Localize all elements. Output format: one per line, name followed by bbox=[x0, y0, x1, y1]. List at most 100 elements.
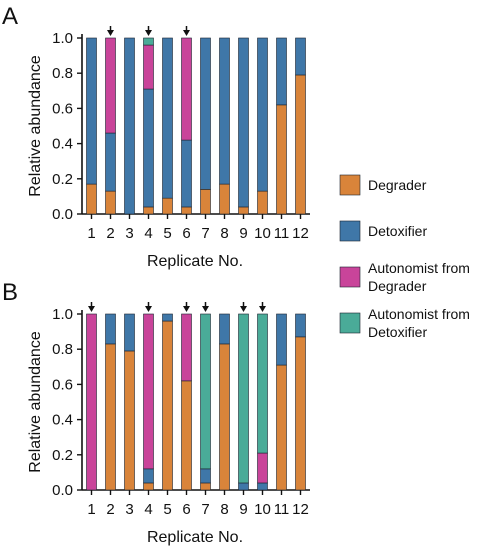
bar-segment-b bbox=[143, 482, 154, 491]
y-tick-label-b: 0.0 bbox=[52, 482, 73, 499]
bar-segment-a bbox=[238, 37, 249, 208]
bar-segment-b bbox=[105, 343, 116, 491]
legend-label: Detoxifier bbox=[368, 324, 427, 340]
bar-segment-a bbox=[200, 189, 211, 215]
bar-segment-a bbox=[105, 37, 116, 134]
bar-segment-b bbox=[200, 482, 211, 491]
bar-segment-b bbox=[143, 468, 154, 484]
bar-segment-a bbox=[200, 37, 211, 190]
bar-segment-b bbox=[295, 313, 306, 338]
bar-segment-b bbox=[200, 468, 211, 484]
x-tick-label-b: 11 bbox=[274, 501, 290, 518]
x-axis-title-a: Replicate No. bbox=[147, 253, 243, 270]
bar-segment-a bbox=[257, 190, 268, 215]
bar-segment-b bbox=[295, 336, 306, 491]
bar-segment-a bbox=[219, 183, 230, 215]
x-tick-label-a: 6 bbox=[182, 225, 190, 242]
bar-segment-b bbox=[276, 313, 287, 366]
y-tick-label-b: 0.2 bbox=[52, 447, 73, 464]
bar-segment-a bbox=[105, 132, 116, 192]
arrow-marker-head-a bbox=[107, 30, 114, 36]
bar-segment-a bbox=[295, 74, 306, 215]
bar-segment-b bbox=[143, 313, 154, 470]
legend-swatch bbox=[339, 266, 361, 288]
legend-swatch bbox=[339, 174, 361, 196]
x-tick-label-a: 7 bbox=[201, 225, 209, 242]
legend-label: Detoxifier bbox=[368, 223, 427, 239]
x-tick-label-b: 7 bbox=[201, 501, 209, 518]
bar-segment-b bbox=[86, 313, 97, 491]
bar-segment-b bbox=[162, 313, 173, 322]
bar-segment-a bbox=[162, 197, 173, 215]
legend-swatch bbox=[339, 220, 361, 242]
x-tick-label-a: 12 bbox=[292, 225, 309, 242]
y-axis-title-b: Relative abundance bbox=[27, 331, 44, 473]
bar-segment-b bbox=[219, 343, 230, 491]
bar-segment-a bbox=[86, 37, 97, 185]
y-tick-label-b: 0.6 bbox=[52, 376, 73, 393]
arrow-marker-head-a bbox=[145, 30, 152, 36]
panel-letter-a: A bbox=[2, 3, 18, 30]
bar-segment-b bbox=[257, 452, 268, 484]
bar-segment-a bbox=[124, 37, 135, 215]
arrow-marker-head-b bbox=[259, 306, 266, 312]
arrow-marker-head-b bbox=[202, 306, 209, 312]
x-tick-label-b: 10 bbox=[254, 501, 271, 518]
y-tick-label-a: 0.2 bbox=[52, 171, 73, 188]
legend-label: Degrader bbox=[368, 278, 427, 294]
x-tick-label-a: 11 bbox=[274, 225, 290, 242]
bar-segment-b bbox=[238, 313, 249, 484]
bar-segment-b bbox=[238, 482, 249, 491]
arrow-marker-head-a bbox=[183, 30, 190, 36]
panel-b: B Relative abundance Replicate No. 0.0 0.… bbox=[2, 279, 310, 546]
legend-label: Autonomist from bbox=[368, 260, 470, 276]
y-axis-title-a: Relative abundance bbox=[27, 55, 44, 197]
y-tick-label-b: 1.0 bbox=[52, 306, 73, 323]
y-tick-label-a: 0.8 bbox=[52, 65, 73, 82]
bar-segment-a bbox=[105, 190, 116, 215]
bar-segment-a bbox=[162, 37, 173, 199]
x-tick-label-b: 2 bbox=[106, 501, 114, 518]
panel-a: A Relative abundance Replicate No. 0.0 0.… bbox=[2, 3, 310, 270]
arrow-marker-head-b bbox=[88, 306, 95, 312]
bar-segment-a bbox=[181, 37, 192, 141]
x-tick-label-a: 5 bbox=[163, 225, 171, 242]
bar-segment-a bbox=[276, 104, 287, 215]
bar-segment-b bbox=[105, 313, 116, 345]
bar-segment-a bbox=[143, 206, 154, 215]
x-tick-label-b: 9 bbox=[239, 501, 247, 518]
bar-segment-a bbox=[86, 183, 97, 215]
x-tick-label-a: 3 bbox=[125, 225, 133, 242]
legend-label: Degrader bbox=[368, 177, 427, 193]
bar-segment-a bbox=[276, 37, 287, 106]
bar-segment-b bbox=[257, 482, 268, 491]
bar-segment-a bbox=[181, 139, 192, 208]
x-tick-label-a: 1 bbox=[87, 225, 95, 242]
bar-segment-b bbox=[181, 313, 192, 382]
x-tick-label-a: 8 bbox=[220, 225, 228, 242]
bar-segment-b bbox=[124, 350, 135, 491]
x-tick-label-a: 2 bbox=[106, 225, 114, 242]
arrow-marker-head-b bbox=[183, 306, 190, 312]
plot-area-b: 0.00.20.40.60.81.01 2 3 4 5 6 7 8 9 10 11 12 bbox=[52, 302, 310, 518]
x-tick-label-b: 6 bbox=[182, 501, 190, 518]
legend: Degrader Detoxifier Autonomist from Degrade… bbox=[339, 174, 470, 340]
bar-segment-a bbox=[219, 37, 230, 185]
bar-segment-a bbox=[143, 88, 154, 208]
x-tick-label-a: 9 bbox=[239, 225, 247, 242]
x-tick-label-a: 4 bbox=[144, 225, 152, 242]
y-tick-label-a: 0.6 bbox=[52, 100, 73, 117]
arrow-marker-head-b bbox=[145, 306, 152, 312]
y-tick-label-a: 1.0 bbox=[52, 30, 73, 47]
plot-area-a: 0.00.20.40.60.81.01 2 3 4 5 6 7 8 9 10 11 12 bbox=[52, 26, 310, 242]
legend-label: Autonomist from bbox=[368, 306, 470, 322]
bar-segment-a bbox=[181, 206, 192, 215]
bar-segment-a bbox=[143, 44, 154, 90]
x-tick-label-b: 4 bbox=[144, 501, 152, 518]
panel-letter-b: B bbox=[2, 279, 18, 306]
bar-segment-b bbox=[257, 313, 268, 454]
y-tick-label-b: 0.4 bbox=[52, 412, 73, 429]
y-tick-label-a: 0.4 bbox=[52, 136, 73, 153]
y-tick-label-b: 0.8 bbox=[52, 341, 73, 358]
